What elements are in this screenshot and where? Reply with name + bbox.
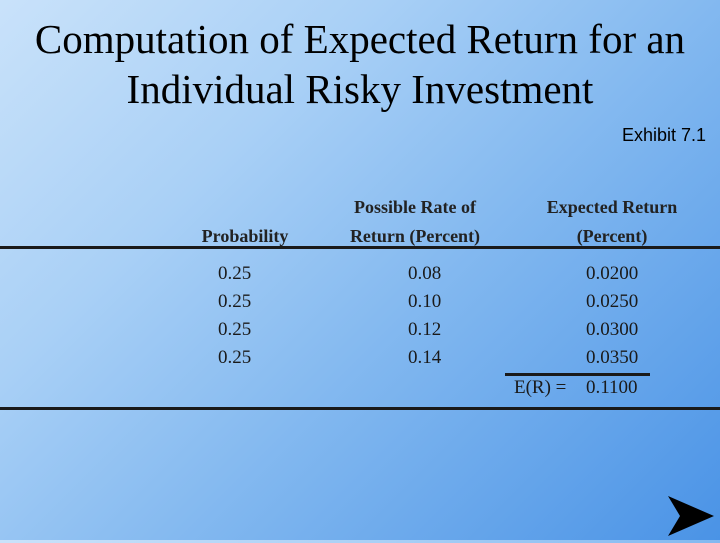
header-rate-line1: Possible Rate of (354, 197, 476, 217)
total-label: E(R) = (514, 377, 567, 398)
header-expected: Expected Return (Percent) (527, 193, 697, 251)
title-line-2: Individual Risky Investment (126, 66, 594, 112)
exhibit-label: Exhibit 7.1 (621, 125, 706, 145)
header-rule (0, 246, 720, 249)
sum-rule (505, 373, 650, 376)
probability-cell: 0.25 (218, 263, 252, 284)
title-line-1: Computation of Expected Return for an (34, 16, 686, 62)
rate-cell: 0.12 (408, 319, 442, 340)
expected-cell: 0.0300 (586, 319, 639, 340)
expected-cell: 0.0350 (586, 347, 639, 368)
expected-cell: 0.0200 (586, 263, 639, 284)
slide-title: Computation of Expected Return for an In… (0, 14, 720, 114)
header-rate: Possible Rate of Return (Percent) (330, 193, 500, 251)
total-value: 0.1100 (586, 377, 638, 398)
rate-cell: 0.14 (408, 347, 442, 368)
header-rate-line2: Return (Percent) (349, 226, 481, 246)
rate-cell: 0.10 (408, 291, 442, 312)
bottom-rule (0, 407, 720, 410)
arrow-right-icon (668, 496, 714, 536)
next-slide-button[interactable] (664, 494, 716, 538)
rate-cell: 0.08 (408, 263, 442, 284)
header-probability: Probability (190, 222, 300, 251)
probability-cell: 0.25 (218, 347, 252, 368)
header-probability-text: Probability (201, 226, 289, 246)
probability-cell: 0.25 (218, 319, 252, 340)
header-expected-line1: Expected Return (546, 197, 678, 217)
header-expected-line2: (Percent) (576, 226, 648, 246)
expected-cell: 0.0250 (586, 291, 639, 312)
probability-cell: 0.25 (218, 291, 252, 312)
